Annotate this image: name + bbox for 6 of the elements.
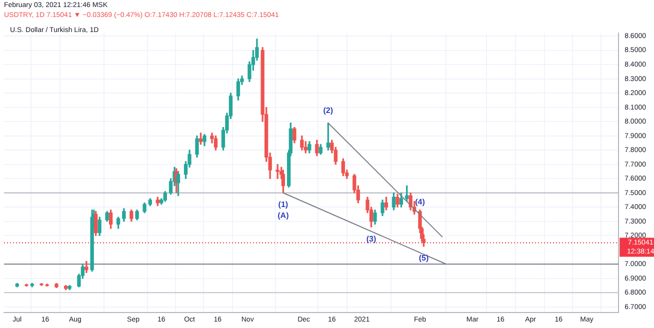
annotation: (A) bbox=[278, 211, 290, 220]
annotation: (1) bbox=[278, 200, 288, 210]
annotation: (4) bbox=[415, 197, 426, 206]
annotation: (3) bbox=[366, 234, 376, 244]
annotation: (2) bbox=[323, 106, 334, 116]
annotation: (5) bbox=[418, 254, 429, 263]
